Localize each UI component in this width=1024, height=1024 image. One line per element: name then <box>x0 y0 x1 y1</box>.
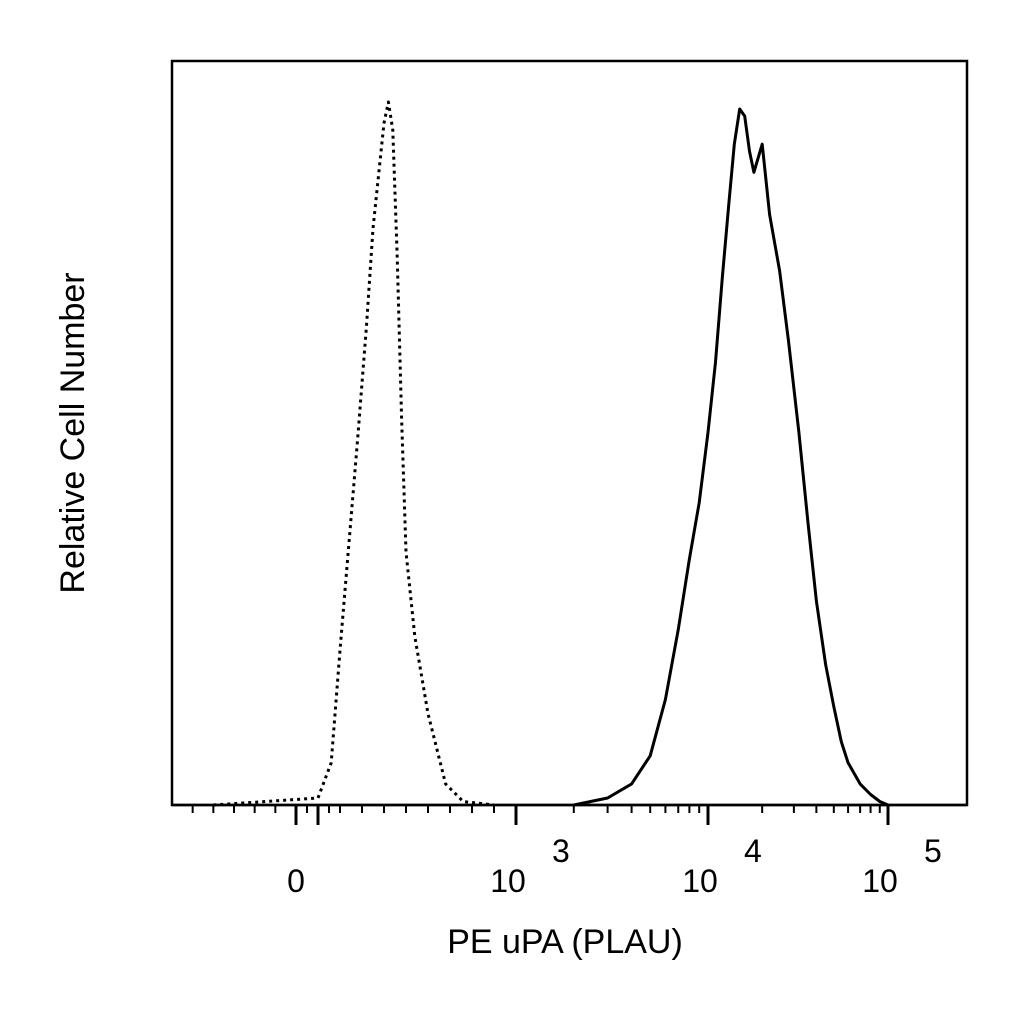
x-tick-exponent: 5 <box>924 833 942 869</box>
x-tick-exponent: 3 <box>552 833 570 869</box>
plot-frame <box>170 59 969 807</box>
x-tick-label: 10 <box>682 863 718 899</box>
x-tick-label: 10 <box>862 863 898 899</box>
x-axis-ticks <box>172 803 967 825</box>
series-line-solid <box>573 107 889 807</box>
series-line-dotted <box>213 100 495 807</box>
y-axis-label: Relative Cell Number <box>54 272 92 593</box>
x-tick-exponent: 4 <box>744 833 762 869</box>
x-tick-label: 0 <box>287 863 305 899</box>
x-axis-label: PE uPA (PLAU) <box>447 923 683 961</box>
x-tick-label: 10 <box>490 863 526 899</box>
series-group <box>213 100 889 807</box>
x-axis-tick-labels: 0 3 10 4 10 5 10 <box>287 833 942 899</box>
